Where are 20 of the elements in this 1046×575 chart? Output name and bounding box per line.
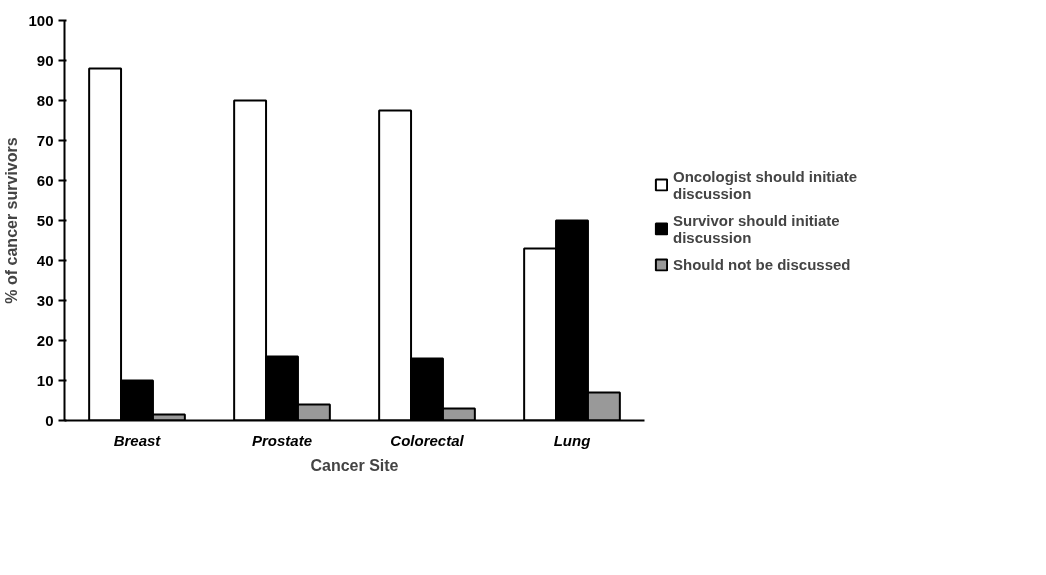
y-tick-label: 40: [36, 251, 54, 269]
y-tick-label: 20: [36, 331, 54, 349]
x-axis-title: Cancer Site: [310, 456, 399, 474]
x-tick-label: Lung: [553, 431, 591, 449]
legend-label: Should not be discussed: [673, 255, 851, 273]
y-tick-label: 30: [36, 291, 54, 309]
y-tick-label: 80: [36, 91, 54, 109]
legend-label: Oncologist should initiate discussion: [673, 167, 858, 202]
y-tick-label: 10: [36, 371, 54, 389]
y-axis-title: % of cancer survivors: [3, 137, 21, 304]
y-tick-label: 70: [36, 131, 54, 149]
y-tick-label: 50: [36, 211, 54, 229]
x-tick-label: Breast: [113, 431, 162, 449]
x-tick-label: Prostate: [251, 431, 313, 449]
y-tick-label: 100: [28, 11, 54, 29]
y-tick-label: 60: [36, 171, 54, 189]
x-tick-label: Colorectal: [390, 431, 465, 449]
legend-label: Survivor should initiate discussion: [673, 211, 840, 246]
y-tick-label: 0: [45, 411, 54, 429]
y-tick-label: 90: [36, 51, 54, 69]
